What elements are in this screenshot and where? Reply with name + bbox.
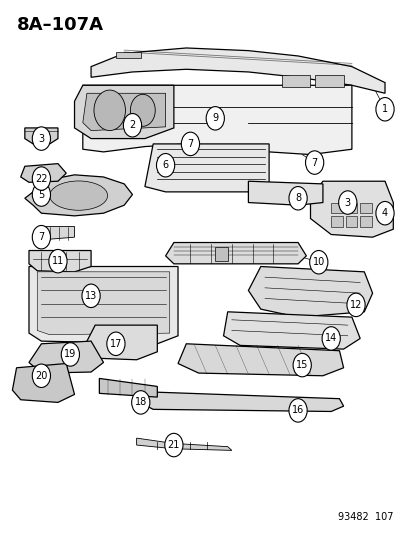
Circle shape — [61, 343, 79, 366]
Text: 14: 14 — [324, 334, 337, 343]
Bar — [345, 203, 356, 213]
Polygon shape — [29, 266, 178, 344]
Text: 3: 3 — [38, 134, 44, 143]
Circle shape — [123, 114, 141, 137]
Polygon shape — [83, 85, 351, 155]
Text: 21: 21 — [167, 440, 180, 450]
Bar — [359, 203, 371, 213]
Circle shape — [131, 391, 150, 414]
Polygon shape — [83, 325, 157, 360]
Polygon shape — [223, 312, 359, 349]
Circle shape — [32, 183, 50, 206]
Text: 7: 7 — [38, 232, 45, 242]
Polygon shape — [91, 48, 384, 93]
Polygon shape — [21, 164, 66, 182]
Circle shape — [338, 191, 356, 214]
Text: 17: 17 — [109, 339, 122, 349]
Text: 22: 22 — [35, 174, 47, 183]
Text: 16: 16 — [291, 406, 304, 415]
Bar — [314, 75, 343, 87]
Text: 15: 15 — [295, 360, 308, 370]
Circle shape — [156, 154, 174, 177]
Bar — [330, 216, 342, 227]
Text: 8A–107A: 8A–107A — [17, 16, 103, 34]
Polygon shape — [37, 272, 169, 335]
Polygon shape — [165, 243, 306, 264]
Bar — [116, 52, 140, 58]
Polygon shape — [29, 251, 91, 272]
Circle shape — [321, 327, 339, 350]
Circle shape — [164, 433, 183, 457]
Polygon shape — [41, 227, 74, 240]
Polygon shape — [25, 128, 58, 144]
Circle shape — [346, 293, 364, 317]
Text: 19: 19 — [64, 350, 76, 359]
Text: 4: 4 — [381, 208, 387, 218]
Text: 2: 2 — [129, 120, 135, 130]
Circle shape — [130, 94, 155, 126]
Text: 18: 18 — [134, 398, 147, 407]
Text: 9: 9 — [212, 114, 218, 123]
Text: 10: 10 — [312, 257, 324, 267]
Polygon shape — [310, 181, 392, 237]
Circle shape — [375, 98, 393, 121]
Polygon shape — [25, 175, 132, 216]
Circle shape — [49, 249, 67, 273]
Circle shape — [32, 127, 50, 150]
Circle shape — [375, 201, 393, 225]
Bar — [345, 216, 356, 227]
Bar — [281, 75, 310, 87]
Text: 93482  107: 93482 107 — [337, 512, 392, 522]
Text: 3: 3 — [344, 198, 350, 207]
Text: 6: 6 — [162, 160, 168, 170]
Circle shape — [309, 251, 327, 274]
Circle shape — [305, 151, 323, 174]
Polygon shape — [99, 378, 157, 397]
Text: 7: 7 — [187, 139, 193, 149]
Text: 7: 7 — [311, 158, 317, 167]
Text: 13: 13 — [85, 291, 97, 301]
Text: 12: 12 — [349, 300, 361, 310]
Polygon shape — [145, 144, 268, 192]
Circle shape — [288, 187, 306, 210]
Ellipse shape — [50, 181, 107, 211]
Polygon shape — [29, 341, 103, 373]
Polygon shape — [178, 344, 343, 376]
Circle shape — [288, 399, 306, 422]
Circle shape — [181, 132, 199, 156]
Circle shape — [94, 90, 125, 131]
Text: 20: 20 — [35, 371, 47, 381]
Circle shape — [206, 107, 224, 130]
Text: 1: 1 — [381, 104, 387, 114]
Text: 11: 11 — [52, 256, 64, 266]
Bar — [330, 203, 342, 213]
Bar — [215, 247, 227, 261]
Polygon shape — [12, 364, 74, 402]
Polygon shape — [248, 181, 322, 205]
Polygon shape — [74, 85, 173, 139]
Bar — [359, 216, 371, 227]
Polygon shape — [136, 392, 343, 411]
Polygon shape — [83, 93, 165, 131]
Polygon shape — [248, 266, 372, 317]
Circle shape — [82, 284, 100, 308]
Circle shape — [32, 167, 50, 190]
Circle shape — [32, 225, 50, 249]
Text: 8: 8 — [294, 193, 300, 203]
Circle shape — [32, 364, 50, 387]
Polygon shape — [136, 438, 231, 450]
Text: 5: 5 — [38, 190, 45, 199]
Circle shape — [107, 332, 125, 356]
Circle shape — [292, 353, 311, 377]
